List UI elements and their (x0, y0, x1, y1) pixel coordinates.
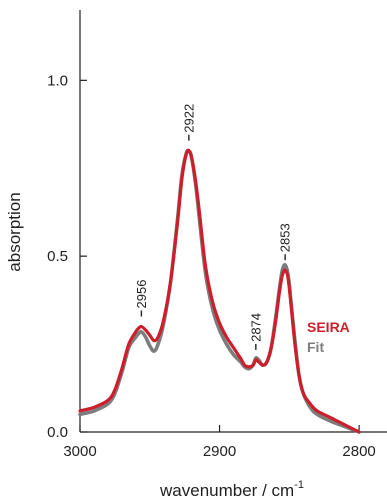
x-tick-label: 3000 (63, 443, 96, 460)
peak-label-2956: 2956 (134, 280, 149, 309)
peak-label-2874: 2874 (248, 313, 263, 342)
peak-annotations: 2956 2922 2874 2853 (134, 104, 293, 350)
y-tick-label: 1.0 (47, 72, 68, 89)
series-layer (78, 148, 361, 434)
legend-label-fit: Fit (307, 339, 324, 355)
peak-label-2922: 2922 (181, 104, 196, 133)
y-axis-label: absorption (5, 192, 24, 271)
x-axis-label-main: wavenumber / cm (159, 481, 294, 500)
legend-label-seira: SEIRA (307, 319, 350, 335)
y-axis-ticks: 0.0 0.5 1.0 (47, 72, 87, 441)
series-line-fit (78, 148, 361, 434)
y-tick-label: 0.5 (47, 248, 68, 265)
x-tick-label: 2800 (342, 443, 375, 460)
legend: SEIRA Fit (307, 319, 350, 355)
x-axis-ticks: 3000 2900 2800 (63, 425, 376, 460)
x-axis-label: wavenumber / cm-1 (159, 479, 304, 500)
x-tick-label: 2900 (203, 443, 236, 460)
x-axis-label-superscript: -1 (294, 479, 304, 491)
peak-label-2853: 2853 (278, 223, 293, 252)
plot-area (79, 10, 387, 433)
series-line-seira (78, 148, 361, 434)
y-tick-label: 0.0 (47, 424, 68, 441)
